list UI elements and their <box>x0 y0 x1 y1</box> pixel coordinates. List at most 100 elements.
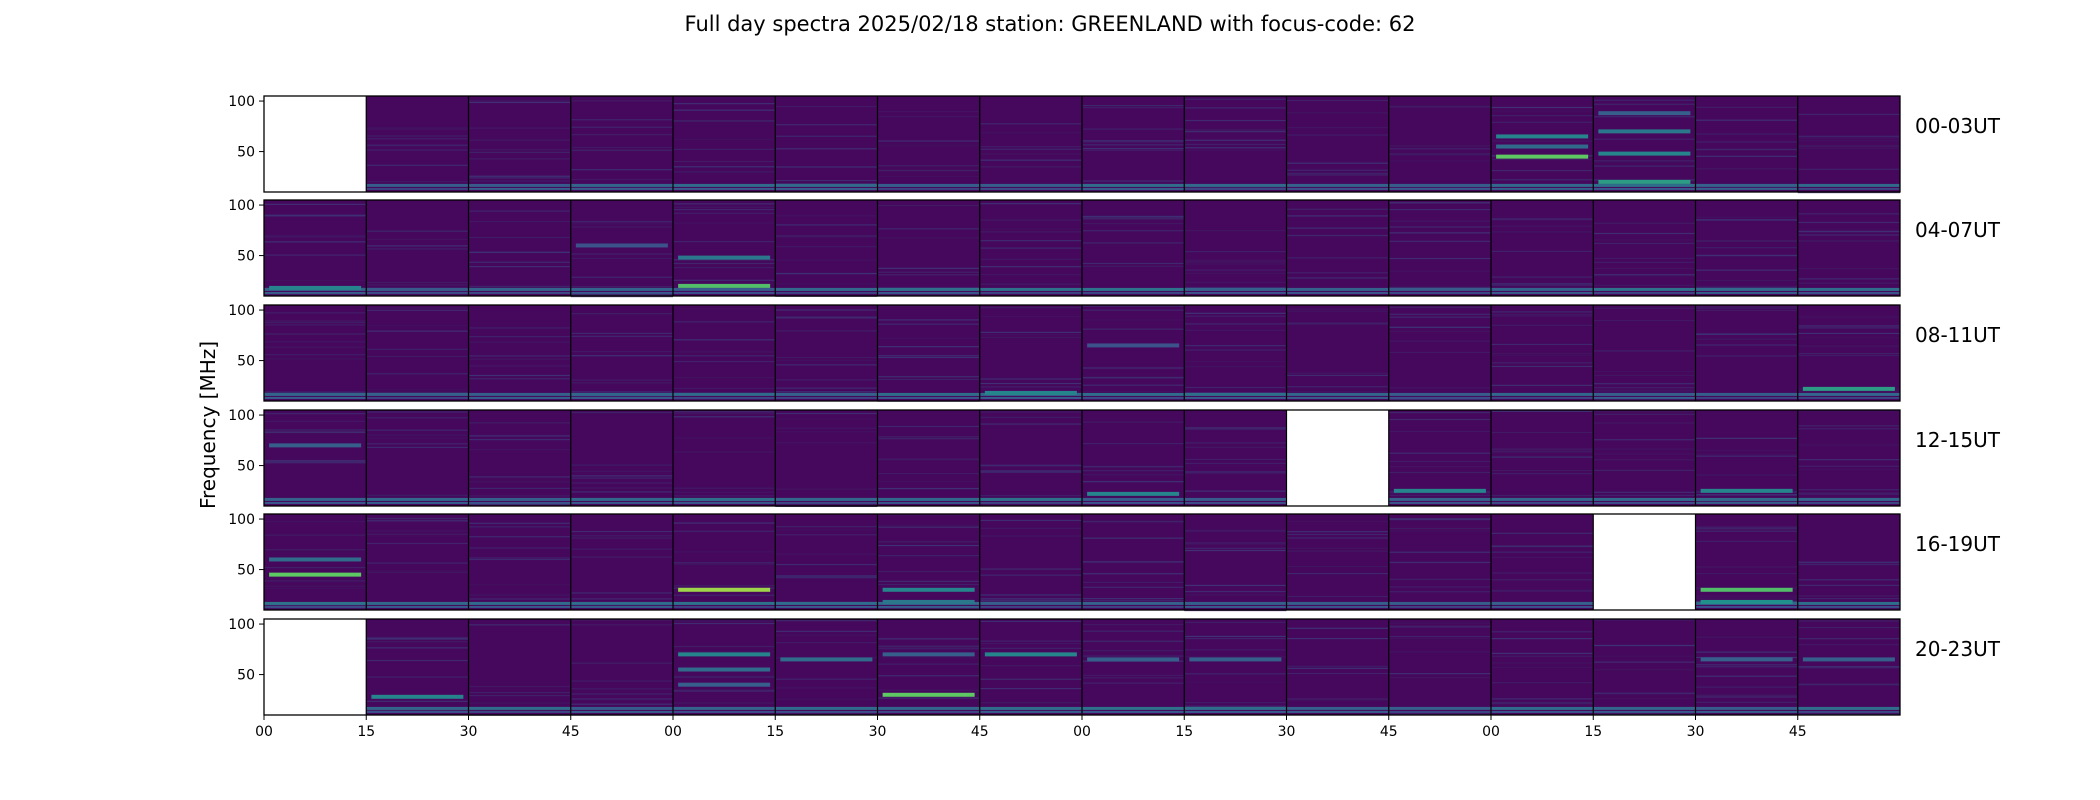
noise-line <box>1695 344 1798 346</box>
spectra-row: 100 50 08-11UT <box>228 303 2001 402</box>
noise-line <box>1593 222 1696 224</box>
noise-line <box>1695 148 1798 151</box>
noise-line <box>1184 366 1287 368</box>
noise-line <box>366 443 469 445</box>
spectrum-panel <box>1184 514 1287 610</box>
emission-band <box>1087 657 1180 662</box>
noise-line <box>570 548 673 550</box>
noise-line <box>570 100 673 102</box>
noise-line <box>1082 421 1185 423</box>
noise-line <box>1797 428 1900 430</box>
noise-line <box>1082 144 1185 146</box>
noise-line <box>1388 340 1491 342</box>
noise-line <box>1491 469 1594 472</box>
emission-band <box>882 599 975 604</box>
noise-line <box>1491 448 1594 450</box>
noise-line <box>366 637 469 639</box>
noise-line <box>775 235 878 237</box>
noise-line <box>1082 141 1185 143</box>
noise-line <box>1082 586 1185 588</box>
noise-line <box>1082 640 1185 643</box>
noise-line <box>1286 565 1389 568</box>
low-frequency-band <box>877 706 980 710</box>
noise-line <box>1388 626 1491 628</box>
noise-line <box>468 422 571 424</box>
low-frequency-band <box>1286 291 1389 294</box>
noise-line <box>1491 225 1594 227</box>
low-frequency-band <box>366 501 469 504</box>
noise-line <box>1184 261 1287 263</box>
noise-line <box>1388 418 1491 421</box>
noise-line <box>1286 710 1389 712</box>
noise-line <box>1695 566 1798 568</box>
noise-line <box>775 246 878 248</box>
spectrum-panel <box>979 96 1082 192</box>
noise-line <box>1593 374 1696 377</box>
low-frequency-band <box>1593 706 1696 710</box>
noise-line <box>1082 319 1185 321</box>
row-label: 20-23UT <box>1915 637 2001 661</box>
noise-line <box>1797 489 1900 491</box>
noise-line <box>366 411 469 413</box>
low-frequency-band <box>1797 601 1900 605</box>
spectrum-panel <box>264 305 367 401</box>
noise-line <box>1491 365 1594 368</box>
noise-line <box>979 620 1082 623</box>
y-tick-label: 50 <box>237 563 255 579</box>
spectrum-panel <box>979 410 1082 506</box>
noise-line <box>1797 562 1900 564</box>
row-label: 16-19UT <box>1915 532 2001 556</box>
noise-line <box>1388 471 1491 474</box>
noise-line <box>1797 168 1900 170</box>
noise-line <box>979 274 1082 276</box>
noise-line <box>1082 223 1185 225</box>
noise-line <box>979 574 1082 576</box>
y-tick-label: 50 <box>237 354 255 370</box>
noise-line <box>264 429 367 432</box>
noise-line <box>1797 140 1900 142</box>
spectrum-panel <box>775 514 878 610</box>
noise-line <box>1286 323 1389 325</box>
noise-line <box>673 355 776 357</box>
noise-line <box>570 332 673 334</box>
noise-line <box>264 429 367 431</box>
noise-line <box>775 642 878 644</box>
noise-line <box>264 521 367 523</box>
low-frequency-band <box>570 605 673 608</box>
low-frequency-band <box>1184 183 1287 187</box>
noise-line <box>1388 145 1491 147</box>
noise-line <box>979 687 1082 690</box>
noise-line <box>1593 232 1696 235</box>
noise-line <box>979 382 1082 385</box>
y-tick-label: 100 <box>228 303 255 319</box>
spectrum-panel <box>366 200 469 296</box>
noise-line <box>366 647 469 649</box>
noise-line <box>1593 410 1696 413</box>
noise-line <box>1491 140 1594 142</box>
noise-line <box>1388 586 1491 588</box>
low-frequency-band <box>673 501 776 504</box>
noise-line <box>775 364 878 366</box>
noise-line <box>1593 459 1696 461</box>
low-frequency-band <box>775 291 878 294</box>
noise-line <box>1388 148 1491 150</box>
noise-line <box>570 126 673 128</box>
noise-line <box>877 237 980 239</box>
noise-line <box>877 355 980 357</box>
low-frequency-band <box>468 605 571 608</box>
low-frequency-band <box>775 706 878 710</box>
noise-line <box>979 416 1082 418</box>
noise-line <box>1491 179 1594 181</box>
noise-line <box>877 140 980 142</box>
emission-band <box>269 572 362 577</box>
noise-line <box>1286 310 1389 312</box>
low-frequency-band <box>1286 601 1389 605</box>
noise-line <box>979 203 1082 205</box>
noise-line <box>1491 284 1594 286</box>
noise-line <box>1184 462 1287 465</box>
noise-line <box>1797 147 1900 150</box>
noise-line <box>877 459 980 461</box>
noise-line <box>570 662 673 664</box>
low-frequency-band <box>1184 392 1287 396</box>
low-frequency-band <box>264 605 367 608</box>
